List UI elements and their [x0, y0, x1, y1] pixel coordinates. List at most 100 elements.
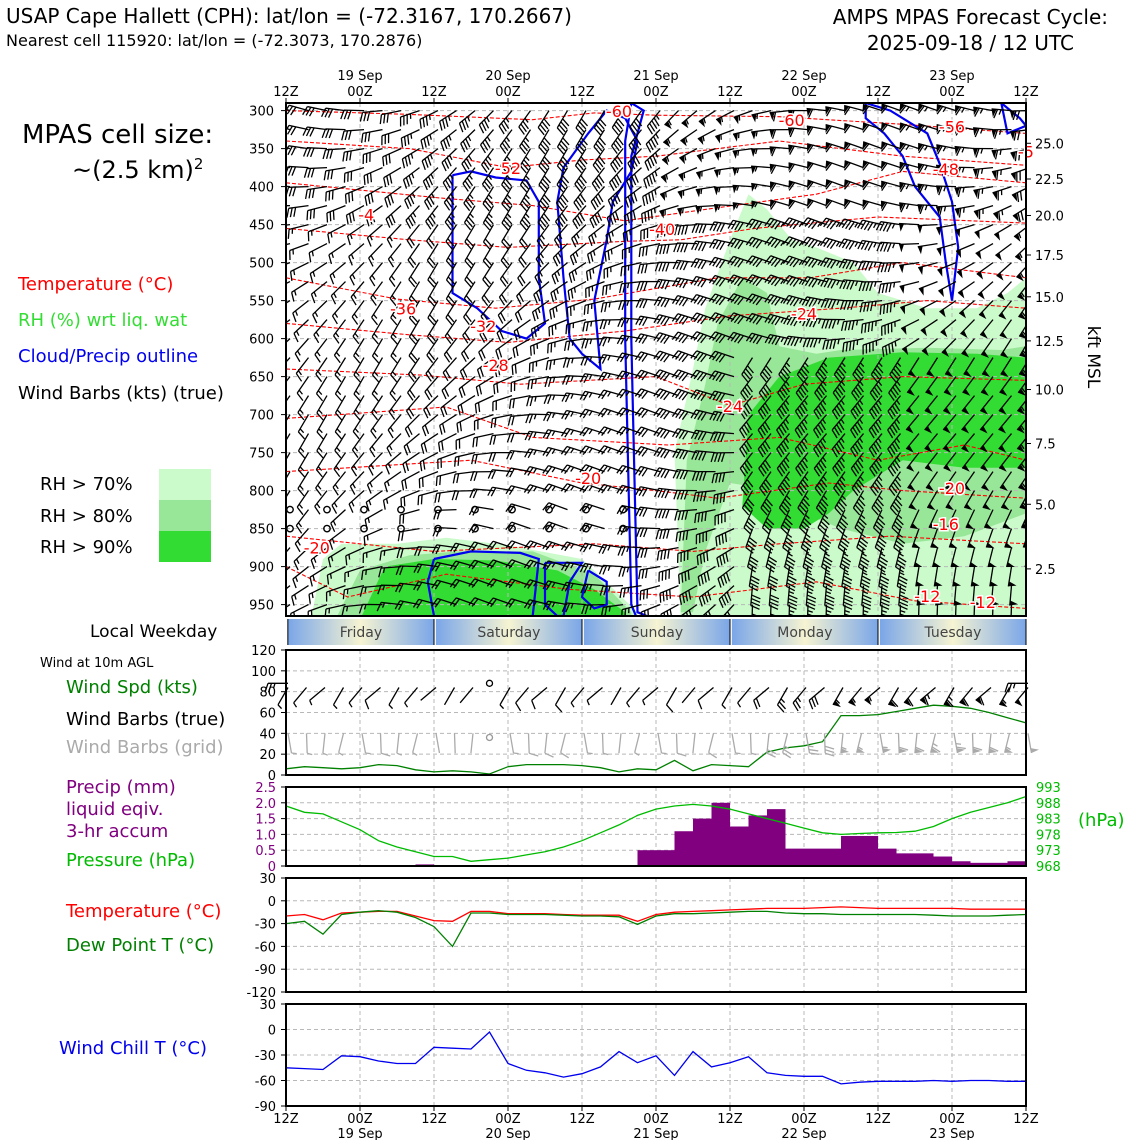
- barb-half: [294, 310, 299, 316]
- barb-half: [330, 232, 333, 238]
- barb-full: [671, 388, 679, 398]
- wind-barb: [289, 262, 309, 281]
- wind-barb: [569, 243, 587, 266]
- barb-full: [680, 552, 682, 562]
- barb-full: [345, 555, 348, 566]
- barb-full: [619, 371, 627, 381]
- wind-barb: [351, 433, 365, 458]
- wind-barb: [431, 597, 457, 608]
- barb-half: [276, 330, 280, 335]
- barb-full: [648, 141, 654, 151]
- barb-full: [580, 175, 587, 184]
- barb-full: [598, 371, 605, 381]
- barb-full: [482, 141, 489, 151]
- wind-barb: [276, 319, 291, 335]
- barb-full: [422, 460, 426, 470]
- barb-full: [553, 239, 560, 249]
- barb-full: [272, 125, 277, 134]
- barb-full: [329, 211, 332, 222]
- barb-full: [593, 127, 602, 136]
- wind-barb: [341, 128, 365, 141]
- barb-half: [576, 233, 580, 239]
- wind-barb: [358, 603, 383, 614]
- barb-full: [445, 260, 454, 269]
- wind-barb: [506, 432, 531, 443]
- barb-full: [499, 145, 507, 154]
- barb-full: [579, 212, 586, 222]
- barb-full: [579, 464, 587, 473]
- barb-full: [616, 426, 624, 435]
- barb-full: [574, 183, 582, 193]
- barb-full: [575, 199, 582, 208]
- barb-full: [316, 450, 324, 459]
- barb-full: [611, 127, 619, 136]
- wind-barb: [404, 414, 420, 438]
- wind-barb: [303, 147, 328, 158]
- barb-pennant: [681, 120, 689, 129]
- barb-full: [435, 476, 438, 486]
- barb-full: [604, 302, 608, 313]
- barb-full: [517, 277, 524, 287]
- barb-half: [299, 428, 305, 434]
- barb-full: [635, 136, 642, 146]
- barb-half: [410, 133, 413, 139]
- barb-full: [566, 358, 571, 368]
- barb-full: [560, 464, 568, 473]
- barb-full: [691, 471, 697, 481]
- wind-barb: [881, 180, 901, 192]
- wind-barb: [330, 281, 346, 305]
- barb-full: [640, 548, 645, 558]
- barb-full: [676, 260, 682, 270]
- barb-half: [371, 274, 376, 281]
- wind-barb: [456, 414, 476, 433]
- barb-full: [457, 456, 460, 466]
- wind-barb: [381, 128, 402, 146]
- wind-barb: [769, 128, 790, 139]
- wind-barb: [343, 166, 365, 183]
- barb-full: [638, 389, 645, 398]
- barb-full: [601, 372, 608, 382]
- barb-full: [582, 465, 590, 474]
- barb-half: [293, 290, 297, 296]
- barb-half: [296, 350, 301, 356]
- barb-half: [525, 194, 530, 200]
- barb-full: [632, 139, 640, 149]
- barb-full: [431, 598, 438, 607]
- barb-full: [697, 411, 704, 420]
- barb-full: [539, 124, 547, 133]
- barb-half: [557, 252, 562, 258]
- barb-half: [607, 410, 612, 416]
- barb-full: [688, 609, 693, 616]
- barb-full: [382, 500, 386, 510]
- barb-full: [413, 581, 419, 591]
- barb-full: [343, 173, 346, 183]
- barb-full: [656, 428, 664, 437]
- wind-barb: [568, 262, 587, 283]
- barb-full: [675, 449, 682, 459]
- wind-barb: [611, 110, 625, 136]
- barb-full: [666, 244, 670, 254]
- barb-full: [410, 276, 418, 285]
- barb-half: [386, 480, 390, 487]
- wind-barb: [445, 224, 458, 250]
- wind-barb: [349, 471, 365, 495]
- barb-full: [564, 562, 571, 572]
- barb-half: [469, 194, 474, 199]
- barb-full: [367, 194, 371, 205]
- barb-half: [682, 190, 685, 196]
- barb-full: [328, 540, 334, 550]
- barb-full: [343, 110, 349, 120]
- barb-full: [615, 139, 622, 149]
- barb-full: [596, 177, 603, 187]
- barb-full: [400, 498, 403, 508]
- barb-full: [444, 117, 449, 127]
- wind-barb: [690, 409, 716, 421]
- wind-barb: [494, 357, 513, 378]
- barb-half: [352, 293, 357, 299]
- barb-full: [506, 433, 512, 443]
- barb-full: [468, 597, 476, 606]
- wind-barb: [505, 503, 531, 513]
- barb-half: [336, 428, 342, 434]
- barb-full: [407, 217, 414, 227]
- barb-full: [616, 407, 624, 416]
